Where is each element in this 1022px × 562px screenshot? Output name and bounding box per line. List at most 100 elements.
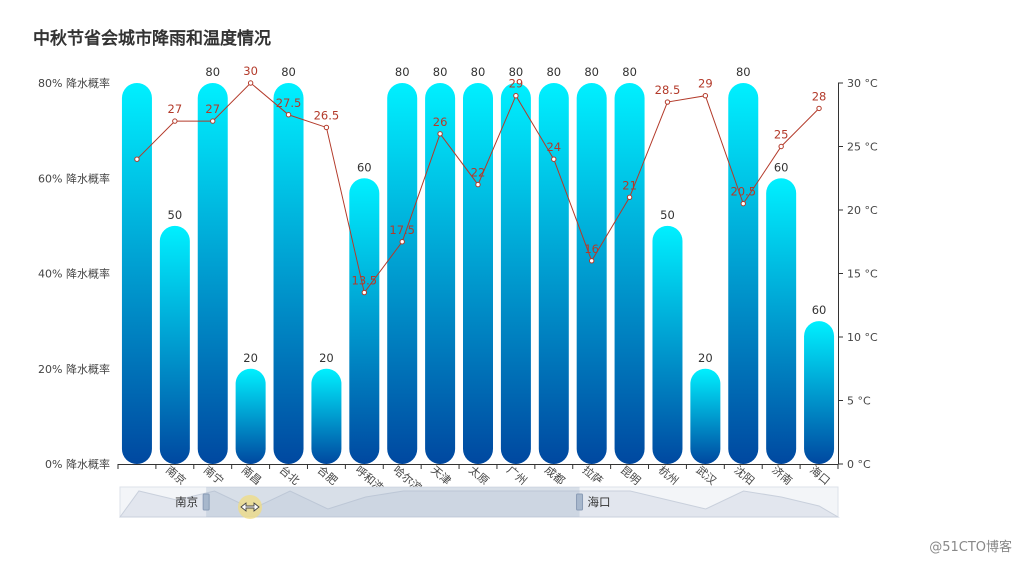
temp-point-14 <box>664 99 671 105</box>
temp-point-17 <box>778 143 784 150</box>
bar-label-13: 80 <box>622 65 637 79</box>
bar-label-14: 50 <box>660 208 675 222</box>
datazoom-start-handle[interactable] <box>202 493 210 511</box>
temp-point-4 <box>285 112 292 118</box>
x-tick-label-16: 沈阳 <box>731 463 757 488</box>
bar-6 <box>349 178 380 464</box>
bar-label-4: 80 <box>281 65 296 79</box>
datazoom-end-handle[interactable] <box>576 493 584 511</box>
temp-point-12 <box>588 258 595 264</box>
bar-label-2: 80 <box>205 65 220 79</box>
x-tick-label-12: 拉萨 <box>580 463 606 488</box>
bar-4 <box>273 83 304 464</box>
temp-point-0 <box>134 156 140 162</box>
y-tick-label-3: 60% 降水概率 <box>38 171 110 185</box>
datazoom-start-label: 南京 <box>175 495 198 509</box>
y2-tick-label-3: 15 °C <box>847 268 878 281</box>
bar-3 <box>235 368 266 464</box>
temp-label-4: 27.5 <box>276 96 302 110</box>
temp-label-14: 28.5 <box>655 83 681 97</box>
temp-point-9 <box>475 181 481 188</box>
temp-label-13: 21 <box>622 178 637 192</box>
temp-label-8: 26 <box>433 115 448 129</box>
bar-label-6: 60 <box>357 160 372 174</box>
bar-label-9: 80 <box>471 65 486 79</box>
x-tick-label-15: 武汉 <box>694 463 719 487</box>
temp-point-3 <box>247 80 254 86</box>
temp-point-18 <box>816 105 822 112</box>
x-tick-label-13: 昆明 <box>618 463 643 487</box>
temp-label-5: 26.5 <box>314 108 340 122</box>
bar-14 <box>652 225 683 464</box>
temp-label-11: 24 <box>546 140 561 154</box>
x-tick-label-8: 天津 <box>428 463 453 487</box>
x-tick-label-14: 杭州 <box>656 463 682 488</box>
temp-label-16: 20.5 <box>730 185 756 199</box>
bar-12 <box>576 83 607 464</box>
bar-label-3: 20 <box>243 351 258 365</box>
bar-label-12: 80 <box>584 65 599 79</box>
temp-point-1 <box>172 118 178 124</box>
bar-series <box>121 83 835 464</box>
temp-point-15 <box>702 93 709 99</box>
data-labels: 50 80 20 80 20 60 80 80 80 80 80 80 80 50 20 80 60 60 27 27… <box>168 64 827 365</box>
bar-label-8: 80 <box>433 65 448 79</box>
bar-1 <box>159 225 190 464</box>
temp-label-17: 25 <box>774 128 789 142</box>
y2-tick-label-6: 30 °C <box>847 77 878 90</box>
bar-label-15: 20 <box>698 351 713 365</box>
temp-label-12: 16 <box>584 242 599 256</box>
temp-point-5 <box>323 124 330 131</box>
bar-8 <box>425 83 456 464</box>
y2-tick-label-4: 20 °C <box>847 204 878 217</box>
temp-point-6 <box>361 289 368 296</box>
datazoom-selection[interactable] <box>206 487 580 517</box>
temperature-line-series <box>134 80 822 296</box>
x-tick-label-4: 台北 <box>277 463 303 488</box>
bar-13 <box>614 83 645 464</box>
datazoom-data-shadow <box>119 490 840 518</box>
bar-label-10: 80 <box>509 65 524 79</box>
x-tick-label-3: 南昌 <box>239 463 264 487</box>
x-tick-label-5: 合肥 <box>315 463 341 488</box>
temp-label-2: 27 <box>205 102 220 116</box>
bar-label-16: 80 <box>736 65 751 79</box>
temp-point-2 <box>210 118 216 124</box>
bar-10 <box>500 83 531 464</box>
bar-0 <box>121 83 152 464</box>
bar-5 <box>311 368 342 464</box>
temp-point-10 <box>513 93 519 99</box>
y-tick-label-1: 20% 降水概率 <box>38 362 110 376</box>
bar-17 <box>766 178 797 464</box>
bar-label-18: 60 <box>812 303 827 317</box>
y2-tick-label-0: 0 °C <box>847 458 871 471</box>
temp-label-9: 22 <box>471 166 486 180</box>
y-tick-label-0: 0% 降水概率 <box>45 457 110 471</box>
bar-15 <box>690 368 721 464</box>
x-tick-label-9: 太原 <box>466 463 491 487</box>
bar-label-1: 50 <box>168 208 183 222</box>
bar-label-17: 60 <box>774 160 789 174</box>
x-tick-label-17: 济南 <box>769 463 795 488</box>
bar-label-5: 20 <box>319 351 334 365</box>
temp-point-13 <box>626 194 633 201</box>
temp-label-10: 29 <box>509 77 524 91</box>
temp-label-6: 13.5 <box>352 274 378 288</box>
data-zoom-slider[interactable]: 南京 海口 <box>119 486 840 519</box>
bar-7 <box>387 83 418 464</box>
datazoom-end-label: 海口 <box>588 495 611 509</box>
x-tick-label-10: 广州 <box>504 463 529 487</box>
y2-tick-label-2: 10 °C <box>847 331 878 344</box>
x-tick-label-1: 南京 <box>163 463 189 488</box>
bar-9 <box>463 83 493 464</box>
bar-16 <box>728 83 759 464</box>
temp-label-1: 27 <box>168 102 183 116</box>
temp-label-3: 30 <box>243 64 258 78</box>
watermark: @51CTO博客 <box>929 540 1012 555</box>
bar-18 <box>804 321 835 464</box>
bar-label-11: 80 <box>546 65 561 79</box>
chart-title: 中秋节省会城市降雨和温度情况 <box>33 29 271 49</box>
y2-tick-label-1: 5 °C <box>847 395 871 408</box>
